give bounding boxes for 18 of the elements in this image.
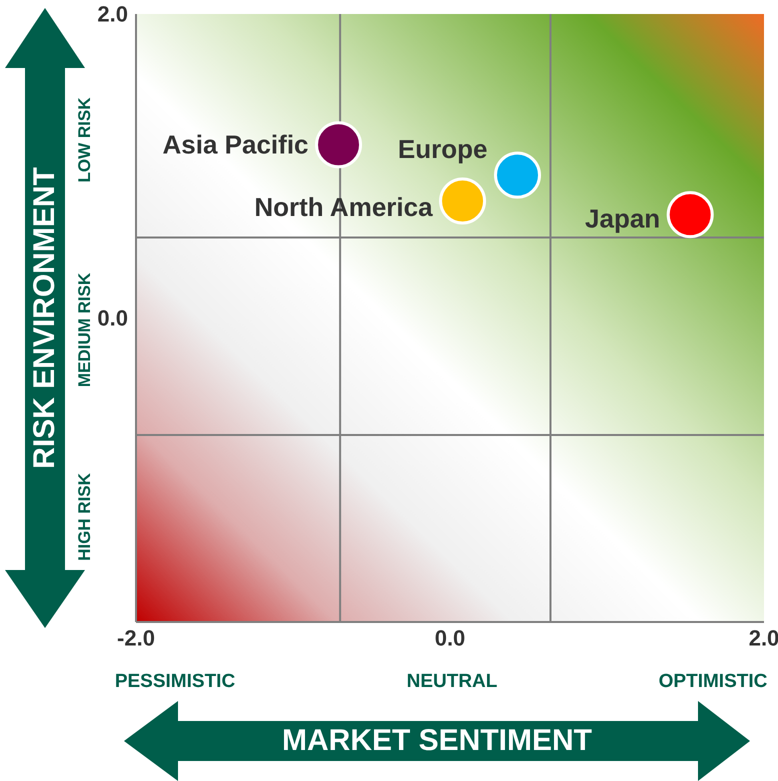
text: HIGH RISK <box>75 473 95 561</box>
y-axis-title: RISK ENVIRONMENT <box>28 167 62 469</box>
text: PESSIMISTIC <box>114 671 236 693</box>
x-tick-label: 0.0 <box>434 626 466 651</box>
x-tick-label: -2.0 <box>117 626 155 651</box>
point <box>315 121 362 168</box>
series-label: Japan <box>585 204 660 234</box>
x-tick-label: 2.0 <box>748 626 778 651</box>
point <box>666 191 714 238</box>
point <box>494 152 542 199</box>
series-label: Asia Pacific <box>162 130 309 160</box>
point <box>439 177 486 224</box>
text: NEUTRAL <box>406 671 498 693</box>
series-label: Europe <box>398 134 488 164</box>
text: MEDIUM RISK <box>75 272 95 388</box>
text: OPTIMISTIC <box>658 671 768 693</box>
x-axis-title: MARKET SENTIMENT <box>282 724 592 758</box>
text: LOW RISK <box>75 98 95 182</box>
